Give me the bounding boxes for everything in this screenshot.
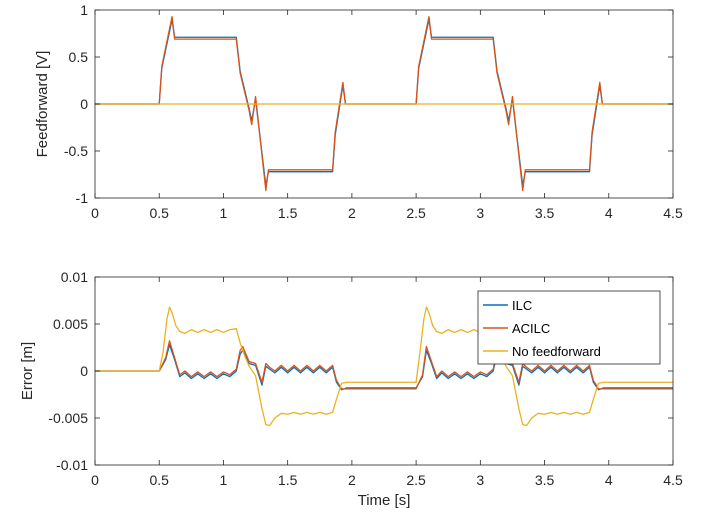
- x-tick-label: 0: [91, 472, 99, 488]
- series-line-ilc: [95, 344, 673, 391]
- x-tick-label: 0: [91, 205, 99, 221]
- y-tick-label: 0.005: [53, 316, 88, 332]
- x-tick-label: 0.5: [149, 472, 169, 488]
- series-group: [95, 306, 673, 427]
- y-tick-label: -1: [76, 190, 89, 206]
- legend-box: [477, 290, 661, 365]
- y-tick-label: 0.5: [69, 49, 89, 65]
- x-tick-label: 4.5: [663, 472, 683, 488]
- y-axis-label: Error [m]: [19, 342, 36, 400]
- x-tick-label: 4: [605, 205, 613, 221]
- x-tick-label: 1: [220, 205, 228, 221]
- x-tick-label: 4.5: [663, 205, 683, 221]
- x-tick-label: 2: [348, 472, 356, 488]
- y-tick-label: 0: [80, 363, 88, 379]
- x-tick-label: 2: [348, 205, 356, 221]
- legend-label-no-feedforward: No feedforward: [512, 344, 601, 359]
- x-tick-label: 3.5: [535, 472, 555, 488]
- x-tick-label: 2.5: [406, 205, 426, 221]
- y-axis-label: Feedforward [V]: [34, 51, 51, 158]
- x-tick-label: 1: [220, 472, 228, 488]
- legend: ILC ACILC No feedforward: [477, 290, 661, 365]
- y-tick-label: 0: [80, 96, 88, 112]
- x-tick-label: 2.5: [406, 472, 426, 488]
- x-tick-label: 3: [476, 205, 484, 221]
- x-tick-label: 1.5: [278, 472, 298, 488]
- y-tick-label: -0.005: [48, 410, 88, 426]
- x-tick-label: 3: [476, 472, 484, 488]
- y-tick-label: 0.01: [61, 269, 88, 285]
- x-tick-label: 0.5: [149, 205, 169, 221]
- x-tick-label: 4: [605, 472, 613, 488]
- legend-label-acilc: ACILC: [512, 321, 550, 336]
- feedforward-panel: 0 0.5 1 1.5 2 2.5 3 3.5 4 4.5 -1 -0.5 0 0.5 1 Feedforwa…: [34, 2, 683, 221]
- series-line-no-feedforward: [95, 306, 673, 427]
- y-tick-label: -0.5: [64, 143, 88, 159]
- error-panel: 0 0.5 1 1.5 2 2.5 3 3.5 4 4.5 -0.01 -0.005 0 0.005 0.0…: [19, 269, 683, 509]
- x-tick-label: 1.5: [278, 205, 298, 221]
- x-axis-label: Time [s]: [358, 492, 411, 509]
- series-group: [95, 15, 673, 192]
- series-line-acilc: [95, 340, 673, 390]
- y-tick-label: 1: [80, 2, 88, 18]
- legend-label-ilc: ILC: [512, 298, 532, 313]
- x-tick-label: 3.5: [535, 205, 555, 221]
- y-tick-label: -0.01: [56, 457, 88, 473]
